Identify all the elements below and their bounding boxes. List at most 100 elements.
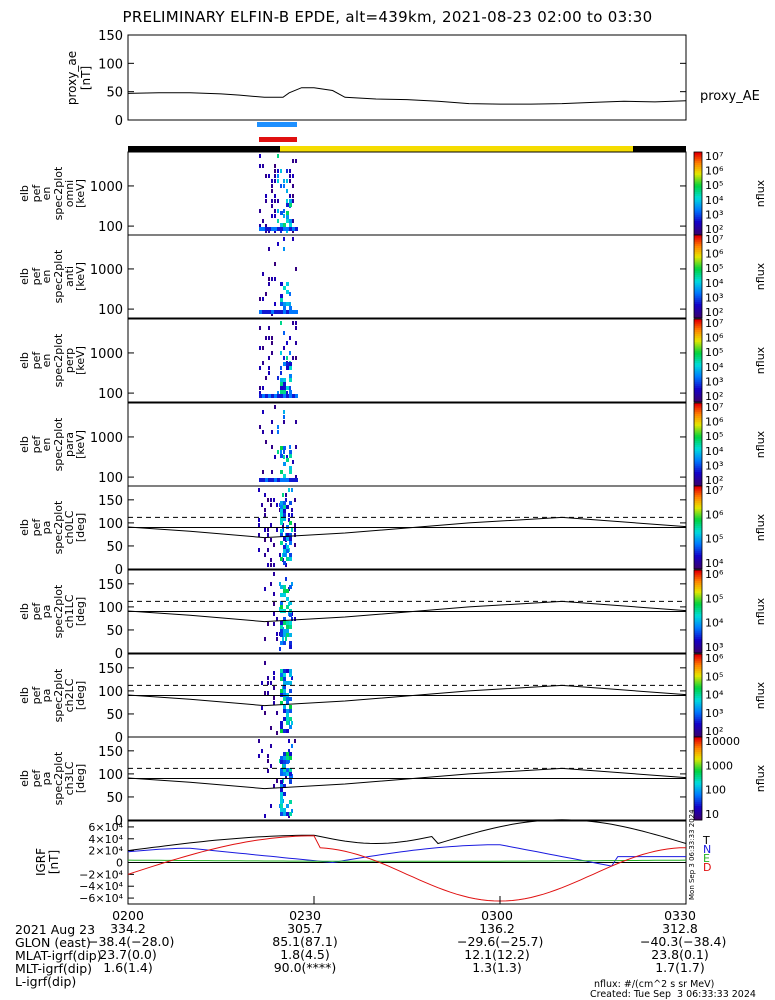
- footer-value: 1.3(1.3): [472, 960, 522, 975]
- spec_perp-pixel: [295, 326, 297, 330]
- spec_perp-colorbar-cell: [694, 319, 702, 322]
- spec_para-pixel: [289, 445, 291, 449]
- pa_ch3-colorbar-cell: [694, 801, 702, 804]
- spec_para-pixel: [277, 425, 279, 429]
- footer-value: 334.2: [110, 921, 146, 936]
- spec_para-colorbar-cell: [694, 432, 702, 435]
- pa_ch3-pixel: [273, 784, 275, 788]
- pa_ch3-colorbar-cell: [694, 807, 702, 811]
- spec_para-pixel: [271, 470, 273, 474]
- spec_anti-colorbar-frame: [693, 234, 703, 319]
- footer-value: 0200: [112, 908, 144, 923]
- pa_ch0-pixel: [283, 513, 286, 517]
- spec_para-colorbar-cell: [694, 417, 702, 421]
- pa_ch0-pixel: [280, 521, 283, 525]
- spec_anti-ylabel-1: pef: [30, 267, 43, 286]
- pa_ch1-pixel: [289, 585, 292, 589]
- spec_omni-pixel: [259, 164, 261, 168]
- footer-row-mlat: MLAT-igrf(dip): [7, 935, 102, 963]
- spec_para-tick-label: 1000: [90, 431, 123, 446]
- spec_perp-pixel: [289, 374, 292, 378]
- spec_anti-colorbar-cell: [694, 235, 702, 238]
- pa_ch3-colorbar-cell: [694, 780, 702, 784]
- pa_ch3-colorbar-cell: [694, 817, 702, 821]
- spec_perp-pixel: [265, 376, 267, 380]
- pa_ch0-colorbar-cell: [694, 486, 702, 489]
- pa_ch1-colorbar-cell: [694, 599, 702, 602]
- spec_omni-pixel: [289, 169, 291, 173]
- spec_anti-pixel: [271, 277, 273, 281]
- pa_ch0-pixel: [286, 549, 289, 553]
- pa_ch1-tick-label: 150: [98, 578, 123, 593]
- pa_ch0-colorbar-cell: [694, 558, 702, 562]
- pa_ch2-pixel: [283, 681, 286, 685]
- spec_perp-colorbar-cell: [694, 358, 702, 361]
- footer-value: 23.8(0.1): [651, 947, 709, 962]
- spec_para-colorbar-cell: [694, 411, 702, 414]
- spec_omni-colorbar-cell: [694, 230, 702, 234]
- pa_ch1-pixel: [283, 589, 286, 593]
- footer-label-mlt: MLT-igrf(dip): [14, 961, 93, 976]
- pa_ch3-colorbar-cell: [694, 747, 702, 750]
- spec_omni-pixel: [271, 184, 273, 188]
- pa_ch0-colorbar-cell: [694, 539, 702, 543]
- pa_ch1-colorbar-cell: [694, 638, 702, 642]
- pa_ch0-tick-label: 150: [98, 494, 123, 509]
- spec_omni-colorbar-cell: [694, 154, 702, 157]
- spec_omni-colorbar-cell: [694, 210, 702, 213]
- pa_ch0-colorbar-cell: [694, 537, 702, 541]
- pa_ch0-pixel: [283, 553, 286, 557]
- spec_anti-pixel: [268, 282, 270, 286]
- spec_anti-pixel: [277, 310, 280, 314]
- pa_ch1-loss-cone-curve: [127, 600, 687, 623]
- pa_ch1-pixel: [273, 612, 275, 616]
- spec_anti-pixel: [280, 298, 283, 302]
- spec_perp-colorbar-cell: [694, 379, 702, 382]
- pa_ch3-colorbar-cell: [694, 741, 702, 744]
- proxy-ae-series-line: [127, 87, 687, 105]
- spec_omni-pixel: [289, 219, 292, 223]
- spec_perp-pixel: [280, 378, 283, 382]
- spec_para-pixel: [283, 446, 286, 450]
- pa_ch2-colorbar-cell: [694, 707, 702, 711]
- spec_perp-pixel: [283, 362, 286, 366]
- pa_ch3-loss-cone-curve: [127, 767, 687, 790]
- spec_anti-colorbar-cell: [694, 259, 702, 263]
- spec_anti-colorbar-cell: [694, 237, 702, 240]
- pa_ch2-colorbar-cell: [694, 658, 702, 661]
- pa_ch1-colorbar-cell: [694, 605, 702, 608]
- spec_para-pixel: [280, 446, 283, 450]
- proxy-ae-tick-label: 100: [98, 57, 123, 72]
- pa_ch0-colorbar-cell: [694, 500, 702, 504]
- spec_omni-pixel: [292, 159, 294, 163]
- spec_para-colorbar-tick: 10⁷: [705, 401, 723, 414]
- pa_ch3-tick-label: 100: [98, 768, 123, 783]
- pa_ch2-ylabel-5: [deg]: [74, 681, 87, 710]
- pa_ch0-pixel: [283, 545, 286, 549]
- pa_ch0-colorbar-cell: [694, 560, 702, 564]
- spec_anti-colorbar-cell: [694, 239, 702, 242]
- spec_para-ylabel-3: spec2plot: [52, 417, 65, 471]
- spec_omni-colorbar-cell: [694, 168, 702, 172]
- pa_ch2-pixel: [286, 681, 289, 685]
- pa_ch3-pixel: [280, 804, 283, 808]
- pa_ch0-ylabel-0: elb: [18, 519, 31, 536]
- footer-label-mlat: MLAT-igrf(dip): [14, 948, 102, 963]
- spec_anti-colorbar-cell: [694, 307, 702, 311]
- pa_ch0-colorbar-tick: 10⁵: [705, 533, 723, 546]
- spec_anti-ylabel-2: en: [40, 270, 53, 284]
- pa_ch2-colorbar-cell: [694, 701, 702, 705]
- pa_ch1-pixel: [286, 633, 289, 637]
- spec_omni-pixel: [286, 199, 288, 203]
- pa_ch2-colorbar-cell: [694, 664, 702, 667]
- spec_para-pixel: [283, 420, 285, 424]
- pa_ch0-pixel: [291, 528, 293, 532]
- spec_omni-pixel: [280, 227, 283, 231]
- pa_ch2-pixel: [289, 705, 292, 709]
- spec_para-pixel: [274, 455, 276, 459]
- spec_para-colorbar-cell: [694, 446, 702, 450]
- spec_perp-pixel: [280, 382, 283, 386]
- spec_perp-tick-label: 1000: [90, 347, 123, 362]
- footer-row-time: 2021 Aug 23: [7, 909, 95, 937]
- spec_perp-pixel: [274, 394, 277, 398]
